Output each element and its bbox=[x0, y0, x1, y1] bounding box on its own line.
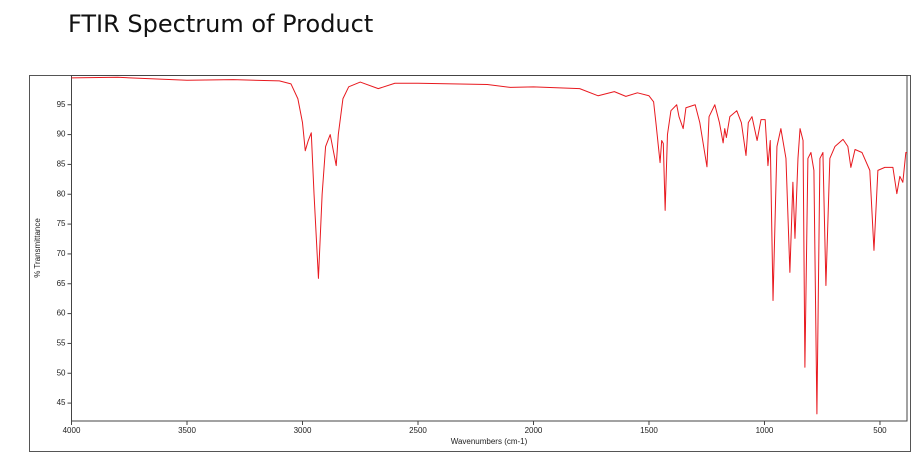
y-axis-label: % Transmittance bbox=[33, 218, 42, 278]
x-tick-label: 4000 bbox=[63, 426, 81, 435]
x-tick-label: 2000 bbox=[525, 426, 543, 435]
x-tick-label: 500 bbox=[873, 426, 887, 435]
spectrum-line bbox=[71, 76, 907, 415]
x-tick-label: 2500 bbox=[409, 426, 427, 435]
chart-title: FTIR Spectrum of Product bbox=[68, 10, 373, 38]
y-tick-label: 65 bbox=[57, 279, 66, 288]
x-axis-label: Wavenumbers (cm-1) bbox=[451, 437, 528, 446]
y-tick-label: 45 bbox=[57, 398, 66, 407]
outer-frame bbox=[29, 75, 911, 452]
y-tick-label: 95 bbox=[57, 100, 66, 109]
y-tick-label: 85 bbox=[57, 160, 66, 169]
x-tick-label: 3000 bbox=[294, 426, 312, 435]
y-tick-label: 55 bbox=[57, 339, 66, 348]
plot-frame bbox=[71, 75, 908, 422]
y-tick-label: 70 bbox=[57, 249, 66, 258]
x-tick-label: 1000 bbox=[756, 426, 774, 435]
y-tick-label: 50 bbox=[57, 368, 66, 377]
y-tick-label: 90 bbox=[57, 130, 66, 139]
y-tick-label: 60 bbox=[57, 309, 66, 318]
x-tick-label: 3500 bbox=[178, 426, 196, 435]
x-tick-label: 1500 bbox=[640, 426, 658, 435]
y-tick-label: 75 bbox=[57, 219, 66, 228]
y-tick-label: 80 bbox=[57, 189, 66, 198]
